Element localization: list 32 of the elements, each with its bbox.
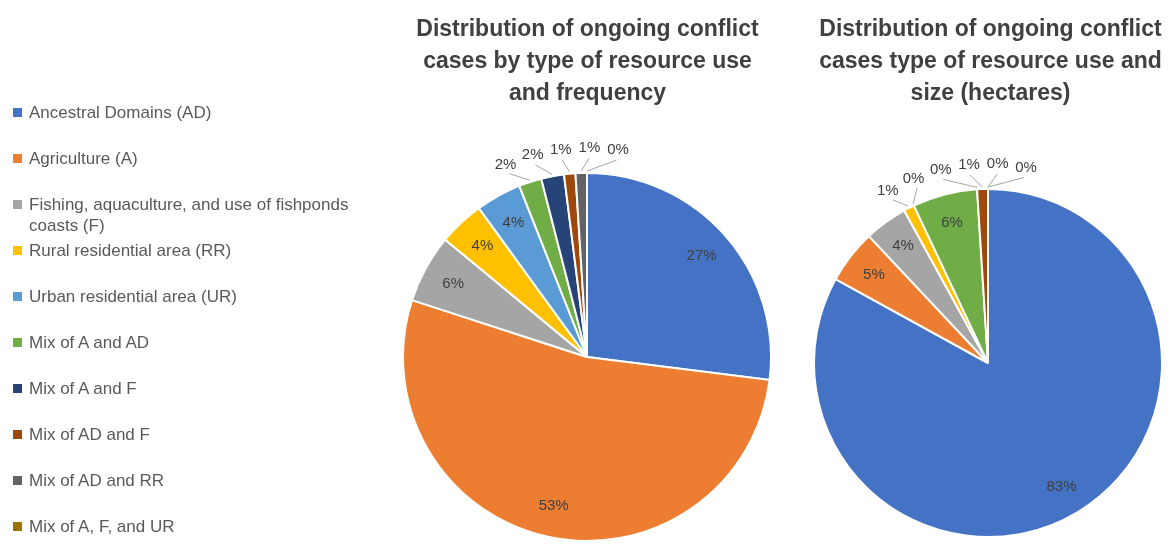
data-label: 4% <box>471 235 494 253</box>
text: 0% <box>607 140 629 158</box>
text: 0% <box>902 168 925 186</box>
text: 0% <box>986 154 1009 172</box>
legend-label: Fishing, aquaculture, and use of fishponds coasts (F) <box>29 194 350 236</box>
data-label: 4% <box>892 236 914 254</box>
legend-label: Mix of AD and RR <box>29 470 165 491</box>
legend-label: Mix of AD and F <box>29 424 150 445</box>
data-label: 5% <box>863 264 885 282</box>
data-label: 1% <box>958 155 980 173</box>
legend-label: Mix of A and F <box>29 378 137 399</box>
text: 0% <box>929 159 952 177</box>
text: 0% <box>1015 157 1037 175</box>
chart-title: Distribution of ongoing conflict cases type of resource use and size (hectares) <box>818 14 1163 107</box>
chart-title: Distribution of ongoing conflict cases by type of resource use and frequency <box>415 14 760 107</box>
data-label: 1% <box>876 181 899 199</box>
data-label: 1% <box>578 138 601 156</box>
data-label: 4% <box>502 213 525 231</box>
legend-label: Agriculture (A) <box>29 148 138 169</box>
data-label: 1% <box>549 139 572 157</box>
legend-label: Mix of A and AD <box>29 332 150 353</box>
data-label: 53% <box>538 496 569 514</box>
data-label: 6% <box>941 213 963 231</box>
data-label: 27% <box>686 246 717 264</box>
legend-label: Ancestral Domains (AD) <box>29 102 212 123</box>
legend-label: Mix of A, F, and UR <box>29 516 175 537</box>
data-label: 83% <box>1046 477 1077 495</box>
data-label: 2% <box>521 145 544 163</box>
legend-label: Urban residential area (UR) <box>29 286 237 307</box>
data-label: 2% <box>494 154 517 172</box>
legend-label: Rural residential area (RR) <box>29 240 232 261</box>
data-label: 6% <box>442 273 465 291</box>
